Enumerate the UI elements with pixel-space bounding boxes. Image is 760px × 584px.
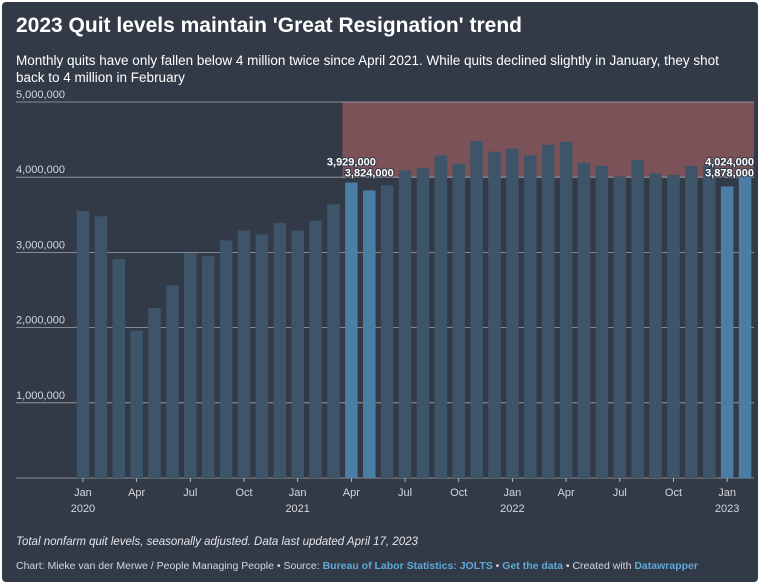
source-link[interactable]: Bureau of Labor Statistics: JOLTS: [322, 560, 493, 572]
bar-chart: 1,000,000 2,000,000 3,000,000 4,000,000 5,00…: [16, 89, 755, 515]
bar[interactable]: [613, 176, 627, 478]
bar[interactable]: [738, 175, 752, 478]
x-tick-label: Jan: [74, 487, 92, 499]
bar[interactable]: [148, 308, 161, 478]
y-tick-label: 1,000,000: [16, 390, 65, 402]
chart-footer: Chart: Mieke van der Merwe / People Mana…: [16, 560, 698, 572]
bar[interactable]: [720, 186, 734, 479]
y-tick-label: 2,000,000: [16, 315, 65, 327]
bar[interactable]: [94, 216, 108, 478]
bar[interactable]: [345, 182, 358, 479]
y-tick-label: 4,000,000: [16, 164, 65, 176]
x-year-label: 2021: [285, 503, 309, 515]
bar[interactable]: [541, 144, 555, 478]
bar[interactable]: [524, 155, 537, 478]
bar[interactable]: [685, 165, 698, 479]
x-tick-label: Oct: [235, 487, 252, 499]
bar[interactable]: [398, 170, 412, 478]
bar[interactable]: [649, 173, 662, 478]
x-tick-label: Apr: [128, 487, 145, 499]
x-tick-label: Apr: [343, 487, 360, 499]
bar[interactable]: [631, 159, 644, 479]
x-tick-label: Jan: [504, 487, 522, 499]
chart-notes: Total nonfarm quit levels, seasonally ad…: [16, 536, 418, 548]
bar[interactable]: [219, 240, 233, 478]
x-year-label: 2022: [500, 503, 524, 515]
y-axis-labels: 1,000,000 2,000,000 3,000,000 4,000,000 5,00…: [16, 89, 65, 402]
x-tick-label: Jan: [718, 487, 736, 499]
data-label: 3,878,000: [705, 167, 754, 179]
x-tick-label: Oct: [665, 487, 682, 499]
bar[interactable]: [76, 211, 90, 479]
get-data-link[interactable]: Get the data: [502, 560, 563, 572]
bar[interactable]: [184, 253, 197, 478]
bar[interactable]: [166, 285, 179, 478]
bar[interactable]: [237, 230, 251, 478]
x-year-label: 2020: [71, 503, 95, 515]
x-year-label: 2023: [715, 503, 739, 515]
y-tick-label: 3,000,000: [16, 239, 65, 251]
x-tick-label: Jul: [183, 487, 197, 499]
bar[interactable]: [506, 148, 519, 478]
x-tick-label: Jan: [289, 487, 307, 499]
footer-separator: •: [492, 560, 503, 572]
bar[interactable]: [291, 230, 304, 478]
data-label: 3,824,000: [345, 167, 394, 179]
bar[interactable]: [434, 155, 448, 478]
bar[interactable]: [130, 330, 143, 478]
bar[interactable]: [309, 220, 322, 479]
bar[interactable]: [470, 141, 483, 478]
x-tick-label: Oct: [450, 487, 467, 499]
x-tick-label: Jul: [613, 487, 627, 499]
bar[interactable]: [255, 234, 269, 478]
footer-credit: Chart: Mieke van der Merwe / People Mana…: [16, 560, 323, 572]
bar[interactable]: [273, 223, 287, 478]
datawrapper-link[interactable]: Datawrapper: [634, 560, 698, 572]
bar[interactable]: [667, 174, 680, 478]
bar[interactable]: [703, 165, 716, 479]
bar[interactable]: [595, 165, 609, 479]
x-axis-labels: Jan 2020 Apr Jul Oct Jan 2021 Apr Jul Oct Jan 2022 A…: [71, 478, 739, 515]
data-label: 4,024,000: [705, 156, 754, 168]
bar[interactable]: [363, 190, 376, 479]
y-tick-label: 5,000,000: [16, 89, 65, 101]
bar[interactable]: [380, 185, 394, 479]
x-tick-label: Apr: [558, 487, 575, 499]
chart-subtitle: Monthly quits have only fallen below 4 m…: [16, 53, 719, 85]
x-tick-label: Jul: [398, 487, 412, 499]
bar[interactable]: [416, 168, 430, 478]
bar[interactable]: [112, 259, 125, 478]
data-label: 3,929,000: [327, 156, 376, 168]
bar[interactable]: [201, 256, 215, 478]
bar[interactable]: [327, 204, 340, 478]
footer-created-with: • Created with: [562, 560, 635, 572]
bar[interactable]: [488, 151, 501, 478]
bar[interactable]: [559, 141, 573, 478]
bar[interactable]: [577, 162, 591, 479]
chart-title: 2023 Quit levels maintain 'Great Resigna…: [16, 14, 522, 37]
bar-layer: [76, 141, 752, 479]
bar[interactable]: [452, 163, 465, 478]
